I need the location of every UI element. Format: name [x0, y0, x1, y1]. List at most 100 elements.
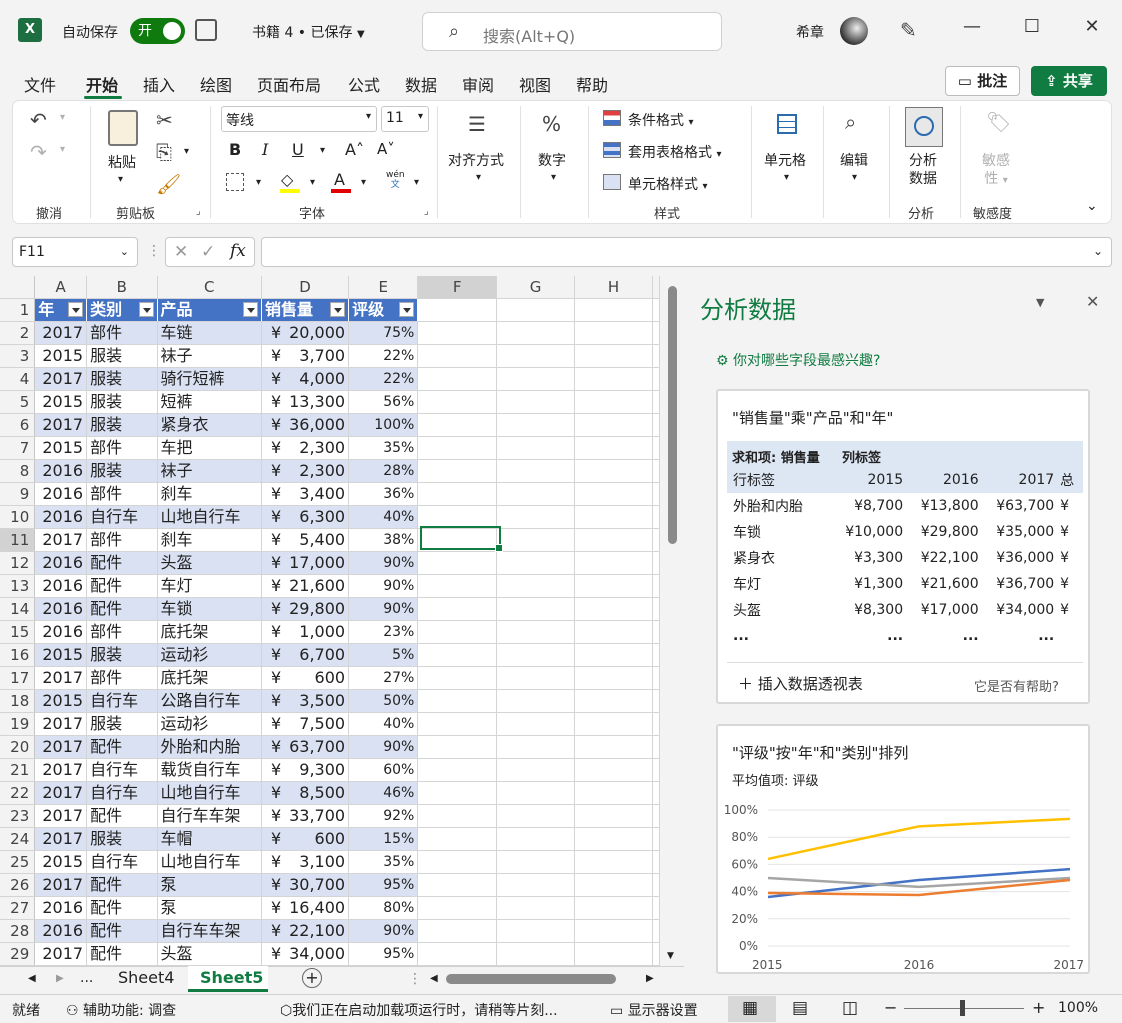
empty-cell[interactable] [417, 574, 498, 598]
empty-cell[interactable] [496, 896, 576, 920]
row-header[interactable]: 5 [0, 390, 36, 414]
empty-cell[interactable] [496, 528, 576, 552]
empty-cell[interactable] [574, 597, 653, 621]
page-layout-view-icon[interactable]: ▤ [792, 998, 809, 1018]
cells-dropdown-icon[interactable]: ▾ [784, 172, 790, 183]
empty-cell[interactable] [652, 436, 660, 460]
column-header[interactable]: A [34, 276, 88, 299]
column-header[interactable]: E [348, 276, 419, 299]
table-cell[interactable]: 山地自行车 [157, 781, 262, 805]
empty-cell[interactable] [652, 666, 660, 690]
cancel-icon[interactable]: ✕ [174, 242, 189, 262]
table-cell[interactable]: 2016 [34, 482, 88, 506]
maximize-icon[interactable]: ☐ [1023, 16, 1041, 37]
empty-cell[interactable] [574, 643, 653, 667]
row-header[interactable]: 2 [0, 321, 36, 345]
empty-cell[interactable] [574, 459, 653, 483]
table-cell[interactable]: ¥29,800 [261, 597, 350, 621]
empty-cell[interactable] [652, 827, 660, 851]
empty-cell[interactable] [496, 574, 576, 598]
empty-cell[interactable] [417, 666, 498, 690]
row-header[interactable]: 10 [0, 505, 36, 529]
empty-cell[interactable] [496, 436, 576, 460]
empty-cell[interactable] [652, 919, 660, 943]
column-header[interactable]: B [86, 276, 158, 299]
table-cell[interactable]: 服装 [86, 459, 158, 483]
add-sheet-icon[interactable]: + [302, 968, 322, 988]
sheet-tab-sheet5[interactable]: Sheet5 [200, 968, 264, 987]
table-cell[interactable]: 100% [348, 413, 419, 437]
empty-cell[interactable] [496, 666, 576, 690]
tab-insert[interactable]: 插入 [143, 76, 176, 95]
table-cell[interactable]: 40% [348, 505, 419, 529]
empty-cell[interactable] [574, 413, 653, 437]
row-header[interactable]: 29 [0, 942, 36, 966]
empty-cell[interactable] [496, 942, 576, 966]
table-cell[interactable]: 配件 [86, 735, 158, 759]
table-cell[interactable]: 服装 [86, 344, 158, 368]
table-cell[interactable]: 服装 [86, 643, 158, 667]
empty-cell[interactable] [417, 919, 498, 943]
empty-cell[interactable] [574, 666, 653, 690]
empty-cell[interactable] [652, 298, 660, 322]
select-all-corner[interactable] [0, 276, 36, 299]
table-cell[interactable]: 袜子 [157, 344, 262, 368]
table-cell[interactable]: ¥17,000 [261, 551, 350, 575]
table-cell[interactable]: 底托架 [157, 620, 262, 644]
alignment-dropdown-icon[interactable]: ▾ [476, 172, 482, 183]
table-cell[interactable]: ¥1,000 [261, 620, 350, 644]
table-cell[interactable]: 2017 [34, 804, 88, 828]
tab-draw[interactable]: 绘图 [200, 76, 233, 95]
minimize-icon[interactable]: — [963, 16, 981, 37]
empty-cell[interactable] [652, 942, 660, 966]
redo-icon[interactable]: ↷ [30, 140, 47, 164]
empty-cell[interactable] [574, 942, 653, 966]
table-cell[interactable]: 35% [348, 850, 419, 874]
row-header[interactable]: 14 [0, 597, 36, 621]
empty-cell[interactable] [417, 781, 498, 805]
empty-cell[interactable] [574, 390, 653, 414]
pivot-suggestion-card[interactable]: "销售量"乘"产品"和"年" 求和项: 销售量 列标签 行标签 2015 201… [716, 389, 1090, 704]
table-cell[interactable]: 75% [348, 321, 419, 345]
empty-cell[interactable] [417, 873, 498, 897]
empty-cell[interactable] [496, 873, 576, 897]
display-settings-button[interactable]: ▭ 显示器设置 [610, 1003, 698, 1019]
filter-dropdown-icon[interactable] [68, 302, 84, 317]
empty-cell[interactable] [652, 505, 660, 529]
search-box[interactable]: ⌕ 搜索(Alt+Q) [422, 12, 722, 51]
empty-cell[interactable] [652, 758, 660, 782]
table-cell[interactable]: 部件 [86, 528, 158, 552]
row-header[interactable]: 13 [0, 574, 36, 598]
table-cell[interactable]: 2017 [34, 758, 88, 782]
table-cell[interactable]: 自行车车架 [157, 919, 262, 943]
empty-cell[interactable] [417, 942, 498, 966]
table-cell[interactable]: 山地自行车 [157, 850, 262, 874]
filter-dropdown-icon[interactable] [138, 302, 154, 317]
row-header[interactable]: 27 [0, 896, 36, 920]
feedback-link[interactable]: 它是否有帮助? [974, 680, 1059, 695]
table-cell[interactable]: ¥7,500 [261, 712, 350, 736]
table-cell[interactable]: 2017 [34, 942, 88, 966]
empty-cell[interactable] [652, 321, 660, 345]
cells-button[interactable]: 单元格 [764, 153, 806, 169]
paste-button[interactable]: 粘贴 [108, 155, 136, 171]
percent-icon[interactable]: % [542, 112, 562, 136]
table-cell[interactable]: 自行车 [86, 781, 158, 805]
fill-dropdown-icon[interactable]: ▾ [310, 177, 316, 188]
font-color-icon[interactable]: A [334, 170, 345, 189]
page-break-view-icon[interactable]: ◫ [842, 998, 859, 1018]
empty-cell[interactable] [496, 367, 576, 391]
table-cell[interactable]: 配件 [86, 574, 158, 598]
table-cell[interactable]: 23% [348, 620, 419, 644]
table-cell[interactable]: ¥3,700 [261, 344, 350, 368]
row-header[interactable]: 28 [0, 919, 36, 943]
empty-cell[interactable] [496, 321, 576, 345]
filter-dropdown-icon[interactable] [399, 302, 415, 317]
table-cell[interactable]: 配件 [86, 873, 158, 897]
empty-cell[interactable] [652, 689, 660, 713]
table-cell[interactable]: ¥13,300 [261, 390, 350, 414]
table-cell[interactable]: 配件 [86, 919, 158, 943]
table-cell[interactable]: 2017 [34, 666, 88, 690]
table-cell[interactable]: 2015 [34, 643, 88, 667]
table-cell[interactable]: 2016 [34, 574, 88, 598]
